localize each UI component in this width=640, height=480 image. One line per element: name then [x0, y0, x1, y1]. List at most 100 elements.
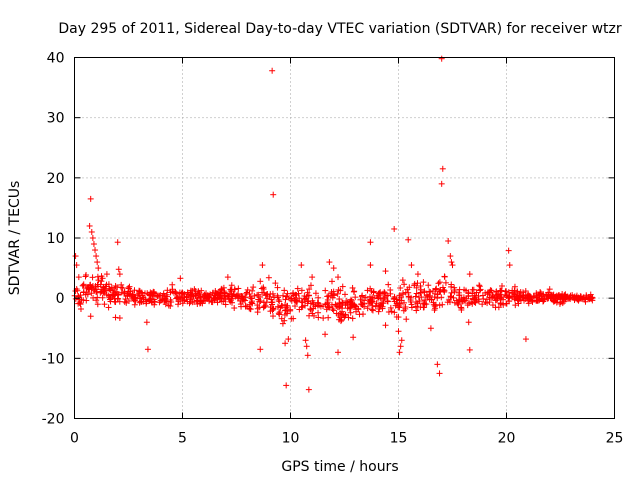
- data-point: [164, 293, 171, 300]
- outlier-point: [522, 336, 529, 343]
- data-point: [261, 303, 268, 310]
- data-point: [352, 294, 359, 301]
- data-point: [561, 293, 568, 300]
- data-point: [393, 313, 400, 320]
- data-point: [98, 278, 105, 285]
- outlier-point: [438, 55, 445, 62]
- data-point: [168, 298, 175, 305]
- data-point: [384, 297, 391, 304]
- data-point: [473, 289, 480, 296]
- data-point: [247, 306, 254, 313]
- outlier-point: [77, 305, 84, 312]
- data-point: [475, 293, 482, 300]
- data-point: [82, 291, 89, 298]
- outlier-point: [259, 262, 266, 269]
- data-point: [400, 290, 407, 297]
- x-axis-label: GPS time / hours: [281, 459, 398, 475]
- data-point: [324, 293, 331, 300]
- data-point: [348, 303, 355, 310]
- data-point: [181, 296, 188, 303]
- outlier-point: [335, 349, 342, 356]
- outlier-point: [115, 266, 122, 273]
- data-point: [448, 281, 455, 288]
- data-point-cloud: [71, 271, 596, 327]
- data-point: [349, 315, 356, 322]
- data-point: [376, 304, 383, 311]
- data-point: [476, 282, 483, 289]
- data-point: [228, 295, 235, 302]
- data-point: [174, 294, 181, 301]
- data-point: [553, 299, 560, 306]
- data-point: [322, 287, 329, 294]
- data-point: [173, 290, 180, 297]
- data-point: [137, 288, 144, 295]
- data-point: [94, 294, 101, 301]
- data-point: [344, 305, 351, 312]
- data-point: [561, 292, 568, 299]
- data-point: [406, 284, 413, 291]
- outlier-point: [103, 271, 110, 278]
- data-point: [374, 292, 381, 299]
- data-point: [461, 297, 468, 304]
- data-point: [231, 286, 238, 293]
- data-point: [286, 294, 293, 301]
- data-point: [328, 301, 335, 308]
- data-point: [269, 299, 276, 306]
- data-point: [208, 299, 215, 306]
- data-point: [316, 302, 323, 309]
- data-point: [112, 282, 119, 289]
- data-point: [264, 295, 271, 302]
- data-point: [385, 308, 392, 315]
- data-point: [249, 298, 256, 305]
- data-point: [330, 307, 337, 314]
- data-point: [368, 299, 375, 306]
- data-point: [433, 285, 440, 292]
- data-point: [149, 293, 156, 300]
- data-point: [88, 290, 95, 297]
- data-point: [339, 305, 346, 312]
- data-point: [342, 302, 349, 309]
- data-point: [403, 316, 410, 323]
- outlier-point: [445, 238, 452, 245]
- outlier-point: [95, 265, 102, 272]
- outlier-point: [439, 165, 446, 172]
- axis-ticks: [74, 57, 615, 419]
- data-point: [412, 299, 419, 306]
- data-point: [375, 308, 382, 315]
- data-point: [387, 304, 394, 311]
- outlier-point: [265, 274, 272, 281]
- data-point: [283, 293, 290, 300]
- data-point: [190, 292, 197, 299]
- data-point: [477, 286, 484, 293]
- data-point: [98, 273, 105, 280]
- data-point: [503, 300, 510, 307]
- y-tick-label: 10: [47, 231, 65, 247]
- outlier-point: [303, 343, 310, 350]
- data-point: [280, 292, 287, 299]
- data-point: [328, 289, 335, 296]
- data-point: [282, 296, 289, 303]
- data-point: [444, 299, 451, 306]
- outlier-point: [257, 278, 264, 285]
- data-point: [571, 294, 578, 301]
- data-point: [94, 301, 101, 308]
- data-point: [516, 293, 523, 300]
- data-point: [179, 290, 186, 297]
- data-point: [235, 285, 242, 292]
- data-point: [263, 291, 270, 298]
- outlier-point: [367, 262, 374, 269]
- data-point: [432, 301, 439, 308]
- data-point: [164, 287, 171, 294]
- data-point: [337, 287, 344, 294]
- data-point: [392, 302, 399, 309]
- data-point: [424, 291, 431, 298]
- data-point: [402, 289, 409, 296]
- data-point: [434, 291, 441, 298]
- data-point: [512, 302, 519, 309]
- data-point: [220, 298, 227, 305]
- data-point: [234, 294, 241, 301]
- data-point: [355, 306, 362, 313]
- data-point: [296, 295, 303, 302]
- data-point: [250, 284, 257, 291]
